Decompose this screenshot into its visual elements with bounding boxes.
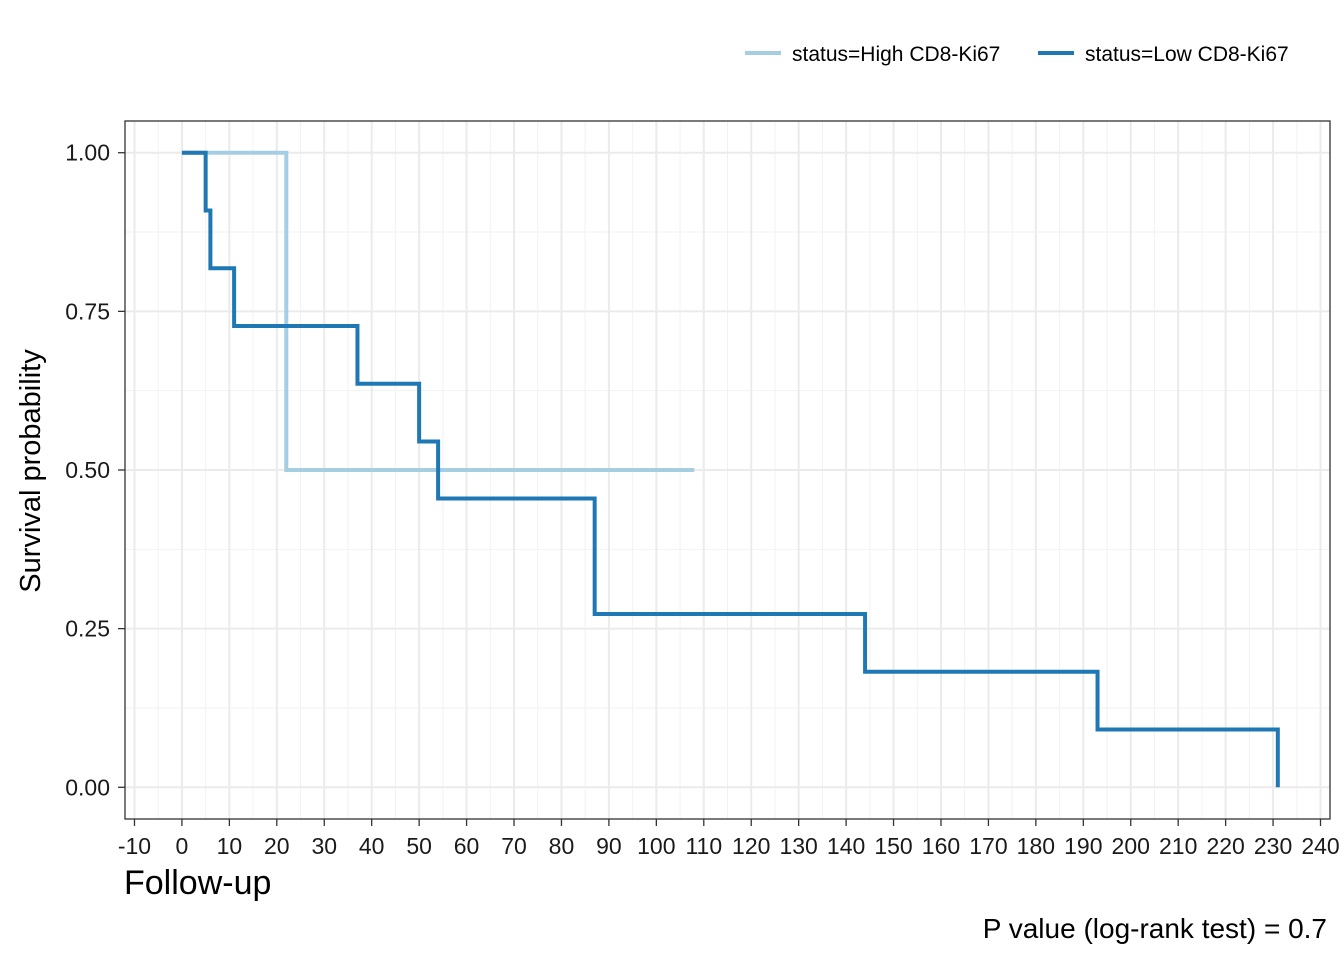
x-tick-label: 150: [874, 833, 912, 859]
y-tick-label: 0.50: [65, 457, 110, 483]
axes: -10 0 10 20 30 40 50 60 70 80 90 100 110 120 130 140 150…: [65, 140, 1339, 859]
x-tick-label: 200: [1112, 833, 1150, 859]
x-tick-label: -10: [118, 833, 151, 859]
x-tick-label: 100: [637, 833, 675, 859]
pvalue-annotation: P value (log-rank test) = 0.7: [983, 913, 1327, 944]
x-tick-label: 60: [454, 833, 480, 859]
x-tick-label: 180: [1017, 833, 1055, 859]
y-axis-title: Survival probability: [15, 349, 47, 593]
x-tick-label: 50: [406, 833, 432, 859]
x-tick-label: 130: [779, 833, 817, 859]
legend-label-1: status=Low CD8-Ki67: [1085, 43, 1289, 66]
y-tick-label: 0.75: [65, 298, 110, 324]
x-tick-label: 210: [1159, 833, 1197, 859]
x-tick-label: 140: [827, 833, 865, 859]
x-tick-label: 160: [922, 833, 960, 859]
x-tick-label: 70: [501, 833, 527, 859]
survival-curve-1: [181, 150, 1280, 788]
x-tick-label: 240: [1301, 833, 1339, 859]
survival-curve-0: [181, 150, 695, 472]
x-tick-label: 120: [732, 833, 770, 859]
plot-lines: [181, 150, 1280, 788]
x-tick-label: 220: [1206, 833, 1244, 859]
y-tick-label: 0.25: [65, 616, 110, 642]
x-tick-label: 10: [217, 833, 243, 859]
x-tick-label: 170: [969, 833, 1007, 859]
x-axis-title: Follow-up: [124, 864, 271, 902]
y-tick-label: 1.00: [65, 140, 110, 166]
x-tick-label: 30: [311, 833, 337, 859]
x-tick-label: 0: [176, 833, 189, 859]
x-tick-label: 230: [1254, 833, 1292, 859]
x-tick-label: 20: [264, 833, 290, 859]
legend: status=High CD8-Ki67 status=Low CD8-Ki67: [745, 43, 1289, 66]
legend-label-0: status=High CD8-Ki67: [792, 43, 1000, 66]
x-tick-label: 40: [359, 833, 385, 859]
x-tick-label: 80: [549, 833, 575, 859]
x-tick-label: 90: [596, 833, 622, 859]
x-tick-label: 190: [1064, 833, 1102, 859]
x-tick-label: 110: [685, 833, 722, 859]
y-tick-label: 0.00: [65, 774, 110, 800]
